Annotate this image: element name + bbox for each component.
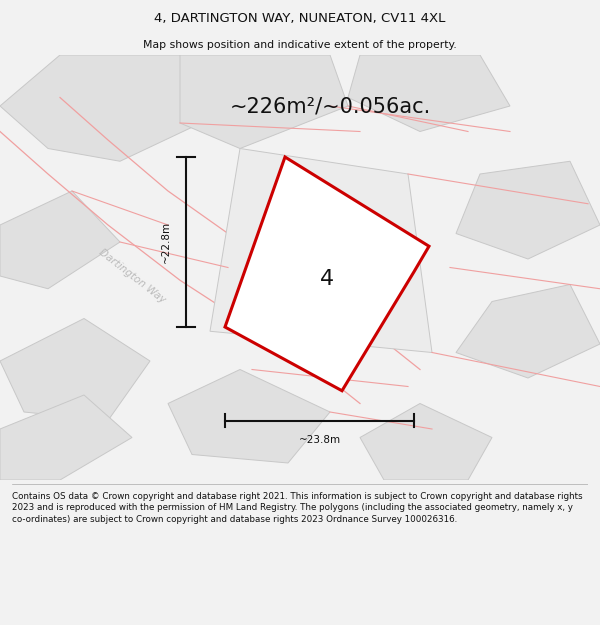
Polygon shape [0,191,120,289]
Text: ~226m²/~0.056ac.: ~226m²/~0.056ac. [229,96,431,116]
Text: Map shows position and indicative extent of the property.: Map shows position and indicative extent… [143,39,457,49]
Text: Contains OS data © Crown copyright and database right 2021. This information is : Contains OS data © Crown copyright and d… [12,492,583,524]
Polygon shape [456,284,600,378]
Polygon shape [360,404,492,480]
Text: 4: 4 [320,269,334,289]
Text: ~22.8m: ~22.8m [161,221,171,263]
Text: 4, DARTINGTON WAY, NUNEATON, CV11 4XL: 4, DARTINGTON WAY, NUNEATON, CV11 4XL [154,12,446,25]
Text: Dartington Way: Dartington Way [97,247,167,305]
Polygon shape [456,161,600,259]
Polygon shape [180,55,348,149]
Polygon shape [0,319,150,421]
Polygon shape [0,55,210,161]
Polygon shape [210,149,432,352]
Text: ~23.8m: ~23.8m [298,436,341,446]
Polygon shape [0,395,132,480]
Polygon shape [225,157,429,391]
Polygon shape [348,55,510,131]
Polygon shape [168,369,330,463]
